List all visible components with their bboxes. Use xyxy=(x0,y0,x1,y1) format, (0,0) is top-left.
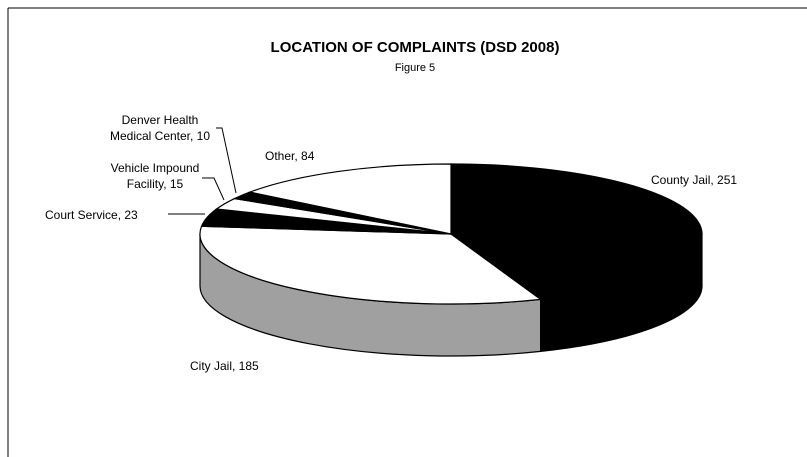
chart-subtitle: Figure 5 xyxy=(395,62,435,74)
data-label: Denver Health Medical Center, 10 xyxy=(110,113,210,143)
data-label: Court Service, 23 xyxy=(45,208,138,222)
chart-title: LOCATION OF COMPLAINTS (DSD 2008) xyxy=(271,39,560,56)
leader-line xyxy=(202,177,225,201)
slice xyxy=(450,163,703,301)
data-label: Vehicle Impound Facility, 15 xyxy=(111,161,200,191)
data-label: County Jail, 251 xyxy=(651,173,737,187)
slice xyxy=(199,225,543,305)
leader-line xyxy=(216,127,237,194)
data-label: Other, 84 xyxy=(265,149,315,163)
data-label: City Jail, 185 xyxy=(190,359,259,373)
slice xyxy=(247,163,452,235)
